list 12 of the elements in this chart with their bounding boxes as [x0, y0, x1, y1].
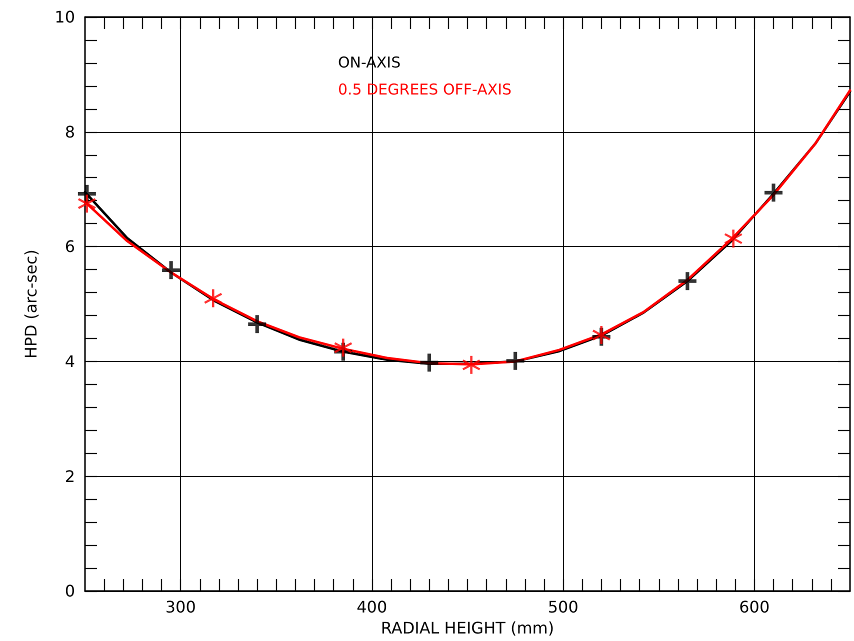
x-tick-label: 400 — [356, 598, 388, 617]
y-tick-label: 8 — [64, 122, 75, 142]
y-axis-title: HPD (arc-sec) — [22, 249, 40, 359]
x-tick-label: 600 — [739, 598, 770, 617]
y-tick-label: 0 — [64, 582, 75, 601]
x-tick-label: 500 — [548, 598, 578, 617]
x-tick-label: 300 — [165, 598, 196, 617]
y-tick-label: 2 — [64, 466, 75, 486]
y-tick-label: 6 — [64, 237, 75, 256]
x-axis-title: RADIAL HEIGHT (mm) — [380, 618, 554, 638]
y-tick-label: 10 — [54, 8, 75, 26]
y-tick-label: 4 — [64, 352, 75, 371]
